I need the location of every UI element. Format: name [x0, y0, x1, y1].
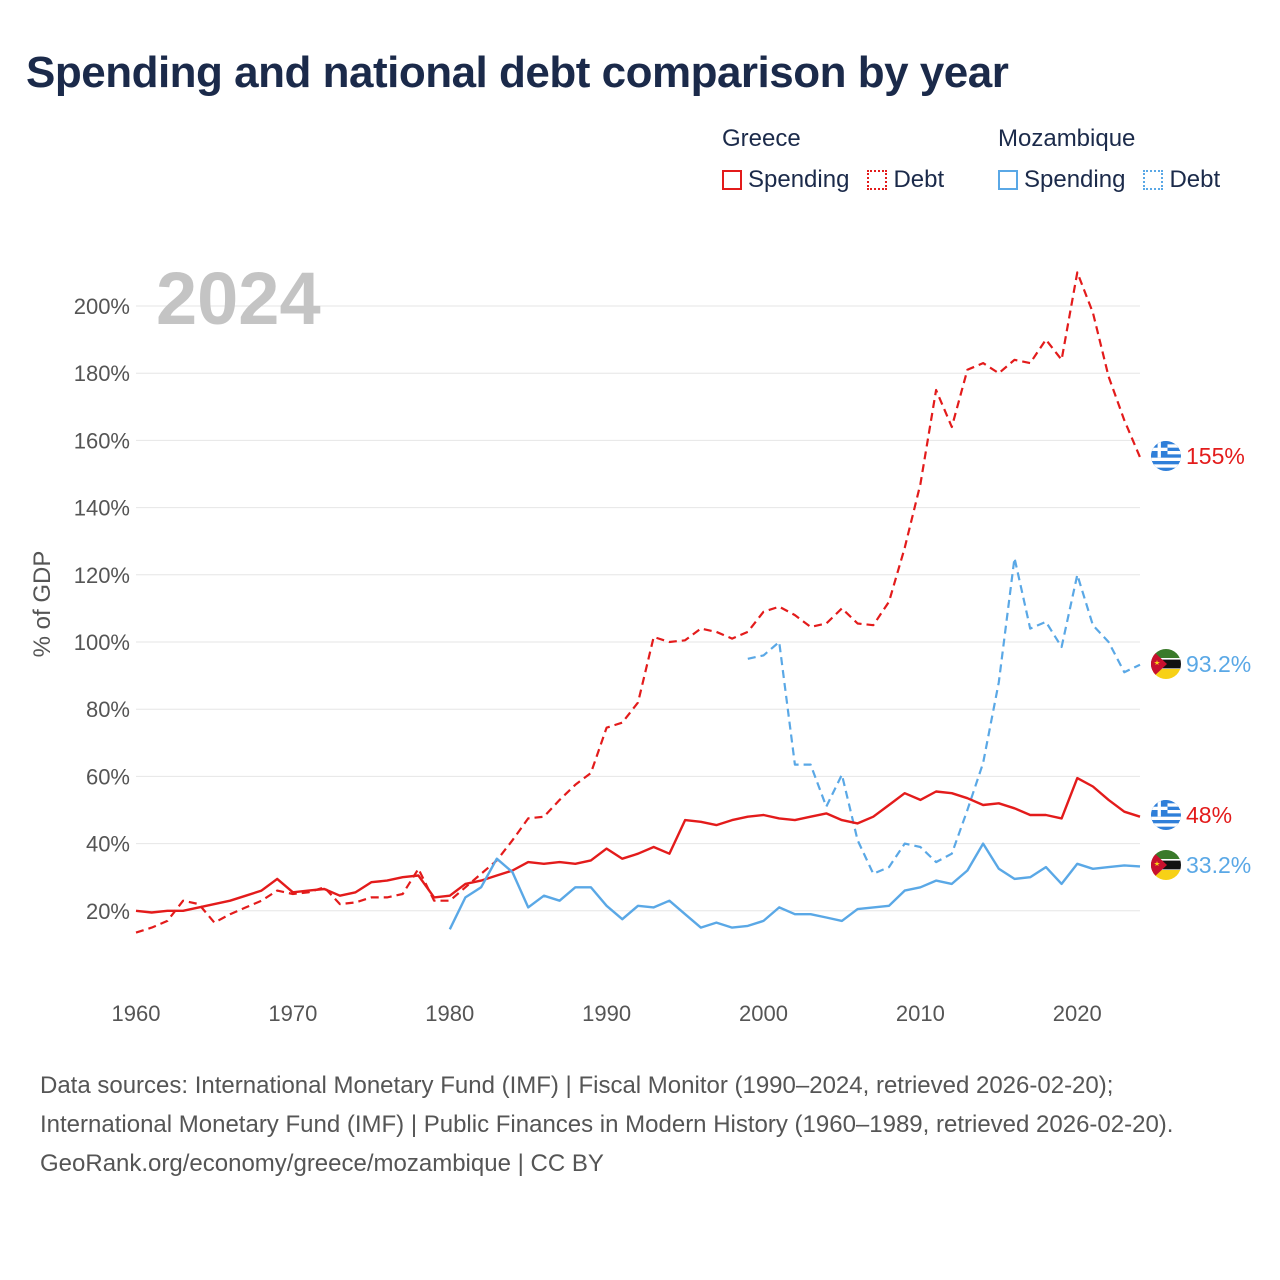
source-text: Data sources: International Monetary Fun… — [40, 1072, 1174, 1138]
flag-stripe — [1151, 823, 1181, 827]
legend-item-greece-spending[interactable]: Spending — [722, 166, 849, 194]
legend-item-label: Spending — [748, 166, 850, 193]
greece-flag-icon — [1151, 800, 1181, 830]
flag-stripe — [1151, 816, 1181, 820]
flag-cross — [1157, 441, 1161, 458]
legend-item-label: Debt — [893, 166, 945, 193]
y-tick-label: 180% — [74, 361, 130, 386]
legend-swatch-dotted — [1143, 170, 1164, 190]
flag-fimbriation — [1151, 658, 1181, 660]
x-tick-label: 1970 — [268, 1001, 317, 1026]
legend-item-mozambique-spending[interactable]: Spending — [998, 166, 1125, 194]
legend-swatch-dotted — [867, 170, 888, 190]
flag-band — [1151, 870, 1181, 880]
flag-triangle — [1151, 649, 1167, 679]
mozambique-spending-line — [448, 842, 1141, 930]
flag-fimbriation — [1151, 859, 1181, 861]
data-source-note: Data sources: International Monetary Fun… — [40, 1066, 1240, 1183]
greece-debt-end-label: 155% — [1186, 443, 1245, 469]
flag-band — [1151, 649, 1181, 659]
y-tick-label: 120% — [74, 563, 130, 588]
legend-group-name: Mozambique — [998, 125, 1136, 152]
legend-swatch-solid — [998, 170, 1018, 190]
y-tick-label: 140% — [74, 496, 130, 521]
legend-item-label: Debt — [1169, 166, 1221, 193]
y-tick-label: 200% — [74, 294, 130, 319]
x-tick-label: 1960 — [112, 1001, 161, 1026]
legend-item-mozambique-debt[interactable]: Debt — [1143, 166, 1220, 194]
y-axis-title: % of GDP — [29, 551, 56, 658]
legend-group-mozambique: Mozambique Spending Debt — [998, 124, 1238, 194]
mozambique-flag-icon — [1151, 850, 1181, 880]
flag-stripe — [1151, 464, 1181, 468]
flag-star — [1154, 660, 1160, 665]
legend-group-name: Greece — [722, 125, 801, 152]
flag-stripe — [1151, 457, 1181, 461]
legend-swatch-solid — [722, 170, 742, 190]
legend-item-greece-debt[interactable]: Debt — [867, 166, 944, 194]
x-tick-label: 2000 — [739, 1001, 788, 1026]
flag-triangle — [1151, 850, 1167, 880]
y-tick-label: 80% — [86, 697, 130, 722]
mozambique-flag-icon — [1151, 649, 1181, 679]
flag-cross — [1157, 800, 1161, 817]
y-tick-label: 40% — [86, 832, 130, 857]
greece-debt-line — [135, 271, 1142, 934]
y-tick-label: 100% — [74, 630, 130, 655]
greece-spending-line — [135, 776, 1141, 914]
flag-band — [1151, 850, 1181, 860]
y-tick-label: 60% — [86, 764, 130, 789]
greece-spending-end-label: 48% — [1186, 802, 1232, 828]
x-tick-label: 1980 — [425, 1001, 474, 1026]
x-tick-label: 1990 — [582, 1001, 631, 1026]
mozambique-debt-line — [747, 556, 1141, 875]
mozambique-spending-end-label: 33.2% — [1186, 852, 1251, 878]
chart-title: Spending and national debt comparison by… — [26, 48, 1009, 97]
year-label: 2024 — [156, 257, 321, 340]
line-chart: 20% 40% 60% 80% 100% 120% 140% 160% 180% 200% 1960… — [29, 257, 1251, 1026]
attribution-link[interactable]: GeoRank.org/economy/greece/mozambique | … — [40, 1150, 604, 1177]
greece-flag-icon — [1151, 441, 1181, 471]
mozambique-debt-end-label: 93.2% — [1186, 651, 1251, 677]
flag-band — [1151, 669, 1181, 679]
y-tick-label: 20% — [86, 899, 130, 924]
x-tick-label: 2010 — [896, 1001, 945, 1026]
flag-star — [1154, 861, 1160, 866]
legend-item-label: Spending — [1024, 166, 1126, 193]
x-tick-label: 2020 — [1053, 1001, 1102, 1026]
legend-group-greece: Greece Spending Debt — [722, 124, 962, 194]
y-tick-label: 160% — [74, 428, 130, 453]
